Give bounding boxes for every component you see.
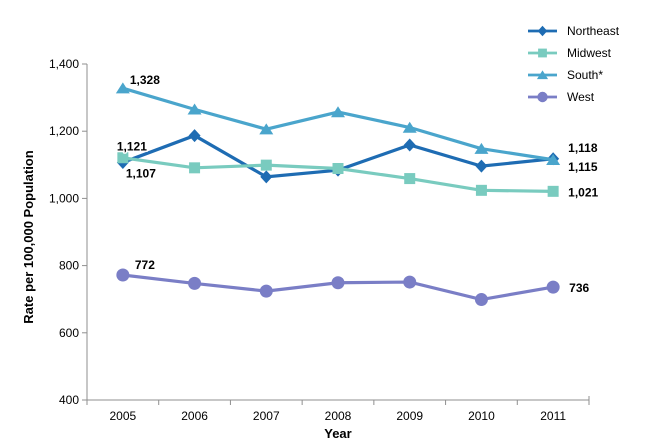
legend-label: Midwest	[567, 46, 612, 60]
triangle-marker-shape	[546, 153, 561, 165]
circle-marker-shape	[188, 276, 202, 290]
square-marker-shape	[547, 185, 559, 197]
legend-label: West	[567, 90, 595, 104]
data-point-label: 1,118	[568, 141, 598, 155]
x-tick-label: 2009	[396, 409, 423, 423]
diamond-marker-shape	[475, 159, 488, 173]
square-marker-shape	[475, 184, 487, 196]
data-point-label: 1,121	[117, 140, 147, 154]
square-marker-shape	[332, 162, 344, 174]
data-point-label: 772	[135, 258, 155, 272]
y-tick-label: 1,400	[49, 57, 79, 71]
legend-item-Midwest: Midwest	[528, 46, 612, 60]
legend-label: Northeast	[567, 24, 620, 38]
line-South*	[122, 86, 554, 162]
circle-marker-shape	[403, 275, 417, 289]
point-labels-group: 1,328 1,121 1,107 772 1,118 1,115 1,021 736	[115, 72, 600, 297]
legend-marker-diamond	[537, 25, 548, 37]
y-tick-label: 400	[59, 393, 79, 407]
y-tick-label: 600	[59, 326, 79, 340]
axes-group: 400 600 800 1,000 1,200 1,400 2005 2006 2007 2008…	[49, 57, 590, 423]
point-Midwest-2005	[117, 152, 129, 164]
x-tick-label: 2006	[181, 409, 208, 423]
data-point-label: 1,021	[568, 185, 598, 199]
point-Midwest-2008	[332, 162, 344, 174]
data-point-label: 1,328	[130, 73, 160, 87]
point-South*-2010	[474, 142, 489, 154]
point-South*-2007	[259, 123, 274, 135]
x-tick-label: 2011	[540, 409, 566, 423]
point-Northeast-2007	[260, 170, 273, 184]
square-marker-shape	[189, 162, 201, 174]
point-West-2006	[188, 276, 202, 290]
diamond-marker-shape	[188, 129, 201, 143]
y-tick-label: 800	[59, 259, 79, 273]
y-axis-title: Rate per 100,000 Population	[21, 150, 36, 323]
circle-marker-shape	[259, 284, 273, 298]
legend-group: Northeast Midwest South* West	[528, 24, 620, 104]
legend-marker-square	[538, 48, 547, 58]
point-South*-2005	[115, 82, 130, 94]
point-West-2009	[403, 275, 417, 289]
circle-marker-shape	[331, 276, 345, 290]
point-Midwest-2006	[189, 162, 201, 174]
square-marker-shape	[117, 152, 129, 164]
diamond-marker-shape	[260, 170, 273, 184]
point-Midwest-2007	[260, 159, 272, 171]
triangle-marker-shape	[474, 142, 489, 154]
point-West-2007	[259, 284, 273, 298]
diamond-marker-shape	[403, 138, 416, 152]
circle-marker-shape	[116, 268, 130, 282]
y-tick-label: 1,200	[49, 124, 79, 138]
x-tick-label: 2007	[253, 409, 280, 423]
circle-marker-shape	[537, 91, 548, 103]
point-Northeast-2009	[403, 138, 416, 152]
point-South*-2009	[402, 121, 417, 133]
square-marker-shape	[260, 159, 272, 171]
data-point-label: 1,107	[126, 166, 156, 180]
x-tick-label: 2005	[110, 409, 137, 423]
triangle-marker-shape	[259, 123, 274, 135]
triangle-marker-shape	[115, 82, 130, 94]
triangle-marker-shape	[402, 121, 417, 133]
point-Northeast-2006	[188, 129, 201, 143]
point-South*-2006	[187, 103, 202, 115]
triangle-marker-shape	[536, 70, 549, 80]
x-axis-title: Year	[324, 426, 351, 441]
point-West-2011	[546, 280, 560, 294]
legend-item-Northeast: Northeast	[528, 24, 620, 38]
data-point-label: 736	[569, 281, 589, 295]
diamond-marker-shape	[537, 25, 548, 37]
data-point-label: 1,115	[568, 160, 598, 174]
legend-label: South*	[567, 68, 603, 82]
point-West-2008	[331, 276, 345, 290]
point-Northeast-2010	[475, 159, 488, 173]
legend-item-West: West	[528, 90, 595, 104]
y-tick-label: 1,000	[49, 191, 79, 205]
triangle-marker-shape	[187, 103, 202, 115]
point-South*-2008	[331, 106, 345, 118]
point-West-2010	[474, 293, 488, 307]
square-marker-shape	[404, 173, 416, 185]
point-South*-2011	[546, 153, 561, 165]
x-tick-label: 2010	[468, 409, 495, 423]
x-tick-label: 2008	[325, 409, 352, 423]
legend-marker-triangle	[536, 70, 549, 80]
legend-item-South*: South*	[528, 68, 603, 82]
legend-marker-circle	[537, 91, 548, 103]
point-Midwest-2009	[404, 173, 416, 185]
triangle-marker-shape	[331, 106, 345, 118]
circle-marker-shape	[474, 293, 488, 307]
point-West-2005	[116, 268, 130, 282]
series-group	[115, 82, 561, 307]
point-Midwest-2011	[547, 185, 559, 197]
circle-marker-shape	[546, 280, 560, 294]
square-marker-shape	[538, 48, 547, 58]
point-Midwest-2010	[475, 184, 487, 196]
